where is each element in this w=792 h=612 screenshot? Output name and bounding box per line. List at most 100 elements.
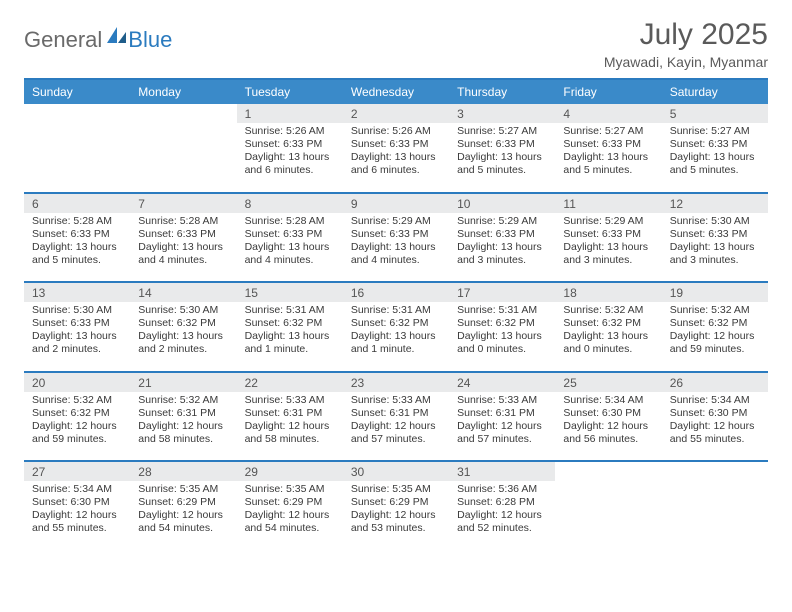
sunrise-line: Sunrise: 5:29 AM [457, 215, 547, 228]
day-number-cell: 26 [662, 373, 768, 392]
col-wednesday: Wednesday [343, 80, 449, 104]
daylight-line: Daylight: 12 hours and 59 minutes. [670, 330, 760, 356]
day-details-cell: Sunrise: 5:29 AMSunset: 6:33 PMDaylight:… [449, 213, 555, 272]
day-number-cell: 8 [237, 194, 343, 213]
day-details-cell: Sunrise: 5:33 AMSunset: 6:31 PMDaylight:… [343, 392, 449, 451]
logo-word-general: General [24, 27, 102, 53]
day-details-cell: Sunrise: 5:30 AMSunset: 6:33 PMDaylight:… [24, 302, 130, 361]
daylight-line: Daylight: 12 hours and 59 minutes. [32, 420, 122, 446]
sunset-line: Sunset: 6:31 PM [351, 407, 441, 420]
day-number-cell: 28 [130, 462, 236, 481]
week-daynum-row: 6789101112 [24, 194, 768, 213]
daylight-line: Daylight: 12 hours and 58 minutes. [138, 420, 228, 446]
daylight-line: Daylight: 13 hours and 0 minutes. [457, 330, 547, 356]
day-details-cell: Sunrise: 5:27 AMSunset: 6:33 PMDaylight:… [555, 123, 661, 182]
sunset-line: Sunset: 6:29 PM [351, 496, 441, 509]
sunset-line: Sunset: 6:32 PM [563, 317, 653, 330]
day-details-cell: Sunrise: 5:31 AMSunset: 6:32 PMDaylight:… [237, 302, 343, 361]
sunset-line: Sunset: 6:29 PM [245, 496, 335, 509]
sunset-line: Sunset: 6:29 PM [138, 496, 228, 509]
daylight-line: Daylight: 13 hours and 5 minutes. [563, 151, 653, 177]
sunset-line: Sunset: 6:33 PM [351, 228, 441, 241]
day-details-cell: Sunrise: 5:31 AMSunset: 6:32 PMDaylight:… [343, 302, 449, 361]
sunrise-line: Sunrise: 5:32 AM [32, 394, 122, 407]
daylight-line: Daylight: 13 hours and 5 minutes. [32, 241, 122, 267]
calendar-page: General Blue July 2025 Myawadi, Kayin, M… [0, 0, 792, 558]
title-block: July 2025 Myawadi, Kayin, Myanmar [604, 18, 768, 70]
sunrise-line: Sunrise: 5:35 AM [245, 483, 335, 496]
day-number-cell: 25 [555, 373, 661, 392]
day-number-cell: 10 [449, 194, 555, 213]
day-number-cell: 4 [555, 104, 661, 123]
week-spacer [24, 182, 768, 192]
day-details-cell: Sunrise: 5:26 AMSunset: 6:33 PMDaylight:… [343, 123, 449, 182]
day-number-cell [555, 462, 661, 481]
week-details-row: Sunrise: 5:26 AMSunset: 6:33 PMDaylight:… [24, 123, 768, 182]
sunset-line: Sunset: 6:33 PM [245, 228, 335, 241]
logo-word-blue: Blue [128, 27, 172, 53]
sunrise-line: Sunrise: 5:30 AM [670, 215, 760, 228]
daylight-line: Daylight: 13 hours and 4 minutes. [138, 241, 228, 267]
day-details-cell: Sunrise: 5:35 AMSunset: 6:29 PMDaylight:… [343, 481, 449, 540]
week-details-row: Sunrise: 5:28 AMSunset: 6:33 PMDaylight:… [24, 213, 768, 272]
day-details-cell: Sunrise: 5:32 AMSunset: 6:32 PMDaylight:… [662, 302, 768, 361]
daylight-line: Daylight: 13 hours and 2 minutes. [138, 330, 228, 356]
day-number-cell: 12 [662, 194, 768, 213]
sunrise-line: Sunrise: 5:31 AM [351, 304, 441, 317]
sunrise-line: Sunrise: 5:27 AM [563, 125, 653, 138]
sunrise-line: Sunrise: 5:33 AM [457, 394, 547, 407]
day-details-cell: Sunrise: 5:28 AMSunset: 6:33 PMDaylight:… [237, 213, 343, 272]
sunrise-line: Sunrise: 5:36 AM [457, 483, 547, 496]
sunrise-line: Sunrise: 5:35 AM [138, 483, 228, 496]
day-number-cell: 30 [343, 462, 449, 481]
daylight-line: Daylight: 13 hours and 1 minute. [351, 330, 441, 356]
day-details-cell: Sunrise: 5:35 AMSunset: 6:29 PMDaylight:… [130, 481, 236, 540]
page-subtitle: Myawadi, Kayin, Myanmar [604, 54, 768, 70]
daylight-line: Daylight: 13 hours and 3 minutes. [563, 241, 653, 267]
day-details-cell: Sunrise: 5:33 AMSunset: 6:31 PMDaylight:… [449, 392, 555, 451]
day-number-cell: 3 [449, 104, 555, 123]
sunrise-line: Sunrise: 5:32 AM [563, 304, 653, 317]
week-details-row: Sunrise: 5:30 AMSunset: 6:33 PMDaylight:… [24, 302, 768, 361]
day-details-cell: Sunrise: 5:32 AMSunset: 6:32 PMDaylight:… [555, 302, 661, 361]
sunset-line: Sunset: 6:31 PM [457, 407, 547, 420]
sunset-line: Sunset: 6:32 PM [670, 317, 760, 330]
sunset-line: Sunset: 6:32 PM [138, 317, 228, 330]
sunrise-line: Sunrise: 5:31 AM [245, 304, 335, 317]
daylight-line: Daylight: 13 hours and 6 minutes. [351, 151, 441, 177]
daylight-line: Daylight: 13 hours and 3 minutes. [457, 241, 547, 267]
day-number-cell: 23 [343, 373, 449, 392]
day-details-cell: Sunrise: 5:27 AMSunset: 6:33 PMDaylight:… [662, 123, 768, 182]
week-daynum-row: 20212223242526 [24, 373, 768, 392]
day-number-cell: 13 [24, 283, 130, 302]
sunset-line: Sunset: 6:32 PM [245, 317, 335, 330]
day-details-cell: Sunrise: 5:35 AMSunset: 6:29 PMDaylight:… [237, 481, 343, 540]
sunset-line: Sunset: 6:31 PM [245, 407, 335, 420]
sunrise-line: Sunrise: 5:32 AM [670, 304, 760, 317]
col-tuesday: Tuesday [237, 80, 343, 104]
calendar-table: Sunday Monday Tuesday Wednesday Thursday… [24, 80, 768, 540]
daylight-line: Daylight: 12 hours and 54 minutes. [245, 509, 335, 535]
sunrise-line: Sunrise: 5:26 AM [351, 125, 441, 138]
day-number-cell: 7 [130, 194, 236, 213]
day-number-cell: 19 [662, 283, 768, 302]
daylight-line: Daylight: 12 hours and 55 minutes. [32, 509, 122, 535]
sunrise-line: Sunrise: 5:34 AM [563, 394, 653, 407]
sunset-line: Sunset: 6:33 PM [563, 138, 653, 151]
sunrise-line: Sunrise: 5:34 AM [32, 483, 122, 496]
week-daynum-row: 13141516171819 [24, 283, 768, 302]
day-number-cell [662, 462, 768, 481]
sunset-line: Sunset: 6:33 PM [245, 138, 335, 151]
day-details-cell [662, 481, 768, 540]
day-number-cell: 29 [237, 462, 343, 481]
daylight-line: Daylight: 12 hours and 58 minutes. [245, 420, 335, 446]
day-number-cell: 1 [237, 104, 343, 123]
daylight-line: Daylight: 13 hours and 6 minutes. [245, 151, 335, 177]
calendar-header-row: Sunday Monday Tuesday Wednesday Thursday… [24, 80, 768, 104]
day-number-cell: 11 [555, 194, 661, 213]
day-details-cell [24, 123, 130, 182]
day-number-cell: 14 [130, 283, 236, 302]
daylight-line: Daylight: 12 hours and 57 minutes. [457, 420, 547, 446]
col-friday: Friday [555, 80, 661, 104]
daylight-line: Daylight: 13 hours and 0 minutes. [563, 330, 653, 356]
